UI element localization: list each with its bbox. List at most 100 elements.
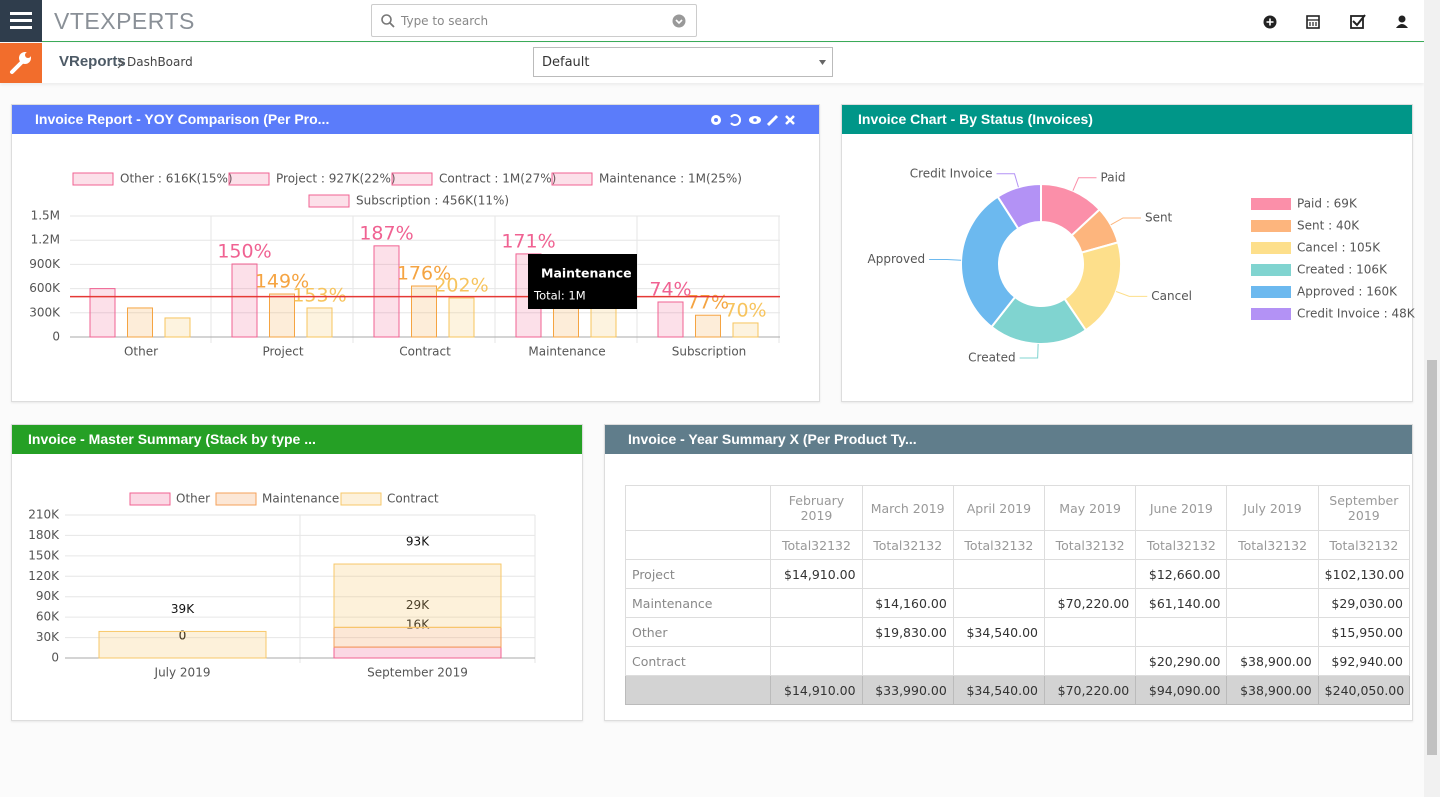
legend-swatch xyxy=(308,194,350,208)
row-label: Project xyxy=(624,559,772,589)
y-tick-label: 0 xyxy=(52,330,60,344)
breadcrumb-separator xyxy=(117,57,124,69)
sub-bar: VReports DashBoard Default xyxy=(0,43,1424,83)
legend-label: Project : 927K(22%) xyxy=(276,172,396,186)
search-dropdown[interactable] xyxy=(672,14,686,28)
search-box[interactable]: Type to search xyxy=(371,4,697,37)
slice-label: Sent xyxy=(1145,210,1173,224)
legend-swatch xyxy=(1251,220,1291,232)
tooltip-title: Maintenance xyxy=(541,266,632,281)
header-cell: March 2019 xyxy=(861,485,954,531)
value-label: 29K xyxy=(406,598,430,612)
widget-tools[interactable] xyxy=(708,112,798,128)
legend-swatch xyxy=(551,172,593,186)
x-tick-label: July 2019 xyxy=(154,666,211,680)
subheader-cell: Total32132 xyxy=(861,530,954,560)
bar xyxy=(306,307,333,338)
total-cell: $38,900.00 xyxy=(1226,675,1319,705)
legend-swatch xyxy=(72,172,114,186)
slice-label: Cancel xyxy=(1151,289,1192,303)
leader-line xyxy=(1110,217,1141,226)
wrench-icon xyxy=(10,52,31,74)
logo[interactable]: VTEXPERTS xyxy=(54,8,195,34)
cell: $14,160.00 xyxy=(861,588,954,618)
slice-label: Approved xyxy=(868,252,926,266)
tools-button[interactable] xyxy=(0,43,42,83)
subheader-cell: Total32132 xyxy=(1135,530,1228,560)
cell: $61,140.00 xyxy=(1135,588,1228,618)
bar-segment xyxy=(98,630,267,659)
growth-label: 74% xyxy=(649,278,691,300)
widget-master: Invoice - Master Summary (Stack by type … xyxy=(11,424,583,721)
widget-title: Invoice - Master Summary (Stack by type … xyxy=(12,425,582,454)
breadcrumb-module[interactable]: VReports xyxy=(59,53,126,70)
row-label: Maintenance xyxy=(624,588,772,618)
growth-label: 70% xyxy=(724,299,766,321)
value-label: 39K xyxy=(171,602,195,616)
dashboard-select[interactable]: Default xyxy=(533,47,833,77)
legend-label: Contract xyxy=(387,492,439,506)
legend-label: Maintenance : 1M(25%) xyxy=(599,172,742,186)
menu-button[interactable] xyxy=(0,0,42,42)
value-label: 0 xyxy=(179,629,187,643)
y-tick-label: 300K xyxy=(29,305,61,319)
slice-label: Paid xyxy=(1101,170,1126,184)
header-cell: April 2019 xyxy=(952,485,1046,531)
row-label: Contract xyxy=(624,646,772,676)
y-tick-label: 180K xyxy=(28,528,60,542)
widget-status: Invoice Chart - By Status (Invoices) xyxy=(841,104,1413,402)
value-label: 0 xyxy=(179,629,187,643)
total-cell: $33,990.00 xyxy=(861,675,954,705)
legend-swatch xyxy=(1251,242,1291,254)
x-tick-label: Subscription xyxy=(672,345,747,359)
y-tick-label: 600K xyxy=(29,281,61,295)
bar-segment xyxy=(333,626,502,648)
cell: $20,290.00 xyxy=(1135,646,1228,676)
bar xyxy=(127,307,153,338)
legend-label: Contract : 1M(27%) xyxy=(439,172,556,186)
bar-segment xyxy=(333,646,502,659)
total-cell: $34,540.00 xyxy=(952,675,1046,705)
subheader-row: Total32132 Total32132 Total32132 Total32132… xyxy=(624,530,1411,560)
bar xyxy=(231,263,258,338)
search-placeholder: Type to search xyxy=(401,14,489,28)
y-tick-label: 90K xyxy=(36,589,60,603)
y-tick-label: 60K xyxy=(36,610,60,624)
header-cell: February 2019 xyxy=(770,485,863,531)
search-icon xyxy=(381,14,395,28)
header-cell: May 2019 xyxy=(1044,485,1137,531)
cell: $38,900.00 xyxy=(1226,646,1319,676)
top-icons[interactable] xyxy=(1260,12,1420,32)
y-tick-label: 120K xyxy=(28,569,60,583)
y-tick-label: 0 xyxy=(51,651,59,665)
summary-table: February 2019 March 2019 April 2019 May 201… xyxy=(624,485,1411,705)
scrollbar-thumb[interactable] xyxy=(1427,360,1437,755)
header-row: February 2019 March 2019 April 2019 May 201… xyxy=(624,485,1411,531)
cell xyxy=(861,559,954,589)
select-arrow xyxy=(819,60,826,65)
bar xyxy=(164,317,191,338)
top-bar: VTEXPERTS Type to search xyxy=(0,0,1424,42)
value-label: 93K xyxy=(406,535,430,549)
legend-swatch xyxy=(1251,286,1291,298)
legend-label: Credit Invoice : 48K xyxy=(1297,307,1416,321)
total-cell: $70,220.00 xyxy=(1044,675,1137,705)
legend-label: Sent : 40K xyxy=(1297,219,1360,233)
tooltip xyxy=(528,254,637,309)
bar xyxy=(732,322,759,338)
widget-yoy: Invoice Report - YOY Comparison (Per Pro… xyxy=(11,104,820,402)
growth-label: 153% xyxy=(292,284,346,306)
y-tick-label: 1.2M xyxy=(31,233,60,247)
value-label: 16K xyxy=(406,618,430,632)
cell xyxy=(861,646,954,676)
legend-label: Subscription : 456K(11%) xyxy=(356,194,509,208)
breadcrumb-page: DashBoard xyxy=(127,55,193,69)
bar xyxy=(590,304,617,338)
growth-label: 176% xyxy=(397,263,451,285)
row-label xyxy=(624,675,772,705)
leader-line xyxy=(1072,177,1097,191)
legend-label: Created : 106K xyxy=(1297,263,1388,277)
cell: $102,130.00 xyxy=(1317,559,1411,589)
